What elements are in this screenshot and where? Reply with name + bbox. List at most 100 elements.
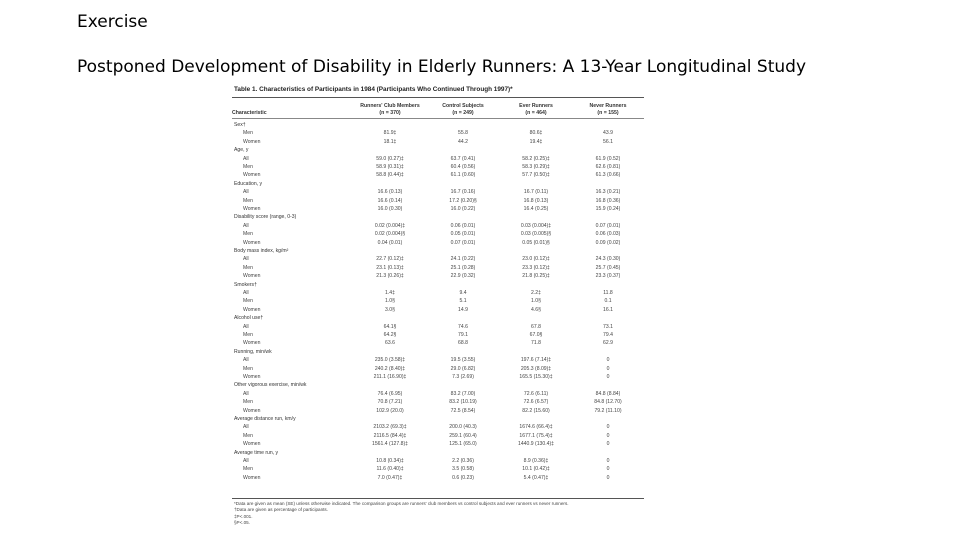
row-label: Men bbox=[243, 164, 253, 170]
column-header-ever-runners: Ever Runners (n = 464) bbox=[519, 103, 553, 116]
table-cell: 25.1 (0.28) bbox=[450, 264, 476, 271]
table-cell: 211.1 (16.90)‡ bbox=[373, 374, 407, 380]
row-label: Disability score (range, 0-3) bbox=[234, 214, 297, 221]
table-cell: 72.5 (8.54) bbox=[450, 407, 476, 414]
table-cell: 3.0§ bbox=[385, 306, 395, 313]
table-cell: 1674.6 (66.4)‡ bbox=[519, 424, 553, 431]
table-cell: 59.0 (0.27)‡ bbox=[376, 155, 404, 162]
table-cell: 0.02 (0.004)§ bbox=[374, 231, 406, 238]
table-cell: 5.4 (0.47)‡ bbox=[523, 474, 549, 481]
table-cell: 70.8 (7.21) bbox=[377, 399, 403, 406]
footnote: †Data are given as percentage of partici… bbox=[234, 507, 328, 513]
table-row: All 59.0 (0.27)‡ 63.7 (0.41) 58.2 (0.25)‡ 61… bbox=[232, 155, 644, 163]
row-label: Men bbox=[243, 231, 253, 238]
row-label: Men bbox=[243, 399, 253, 406]
table-cell: 0 bbox=[606, 474, 610, 481]
table-cell: 0.6 (0.23) bbox=[452, 474, 474, 481]
table-cell: 0 bbox=[606, 466, 610, 473]
table-cell: 0.1 bbox=[604, 298, 612, 305]
table-row: Women 58.8 (0.44)‡ 61.1 (0.60) 57.7 (0.50)‡… bbox=[232, 171, 644, 179]
table-group-row: Education, y bbox=[232, 180, 644, 188]
table-cell: 2103.2 (69.3)‡ bbox=[373, 424, 407, 431]
table-cell: 0.07 (0.01) bbox=[595, 222, 621, 229]
table-cell: 67.0§ bbox=[529, 332, 543, 338]
table-cell: 55.8 bbox=[458, 130, 468, 137]
table-cell: 79.2 (11.10) bbox=[594, 407, 622, 414]
table-row: Men 2116.5 (84.4)‡ 259.1 (60.4) 1677.1 (75.… bbox=[232, 432, 644, 440]
table-row: Men 64.2§ 79.1 67.0§ 79.4 bbox=[232, 331, 644, 339]
table-cell: 2.2 (0.36) bbox=[452, 458, 474, 464]
table-cell: 58.9 (0.31)‡ bbox=[376, 164, 404, 170]
table-cell: 0.06 (0.03) bbox=[595, 231, 621, 238]
table-group-row: Alcohol use† bbox=[232, 314, 644, 322]
slide-title: Postponed Development of Disability in E… bbox=[77, 57, 806, 77]
table-group-row: Running, min/wk bbox=[232, 348, 644, 356]
row-label: Running, min/wk bbox=[234, 348, 272, 355]
table-cell: 125.1 (65.0) bbox=[449, 441, 477, 448]
table-cell: 16.3 (0.21) bbox=[595, 189, 621, 196]
table-group-row: Average distance run, km/y bbox=[232, 415, 644, 423]
table-cell: 102.9 (20.0) bbox=[376, 407, 404, 414]
table-group-row: Average time run, y bbox=[232, 449, 644, 457]
table-cell: 44.2 bbox=[458, 138, 468, 145]
table-cell: 0 bbox=[606, 441, 610, 448]
row-label: Women bbox=[243, 206, 261, 212]
table-cell: 205.3 (8.09)‡ bbox=[520, 365, 552, 372]
table-cell: 21.8 (0.25)‡ bbox=[522, 273, 550, 280]
table-cell: 16.0 (0.30) bbox=[377, 206, 403, 212]
table-cell: 1.0§ bbox=[531, 298, 541, 305]
table-cell: 0.03 (0.004)‡ bbox=[520, 222, 552, 229]
row-label: Women bbox=[243, 340, 261, 347]
table-cell: 21.3 (0.26)‡ bbox=[376, 273, 404, 280]
column-header-never-runners: Never Runners (n = 155) bbox=[589, 103, 627, 116]
row-label: Men bbox=[243, 298, 253, 305]
table-cell: 15.9 (0.24) bbox=[595, 206, 621, 212]
table-row: Women 21.3 (0.26)‡ 22.9 (0.32) 21.8 (0.25)‡… bbox=[232, 272, 644, 280]
table-cell: 0.05 (0.01) bbox=[450, 231, 476, 238]
table-cell: 1561.4 (127.8)‡ bbox=[372, 441, 408, 448]
table-cell: 16.6 (0.13) bbox=[377, 189, 403, 196]
table-cell: 11.6 (0.40)‡ bbox=[376, 466, 404, 473]
table-row: Women 18.1‡ 44.2 19.4‡ 56.1 bbox=[232, 138, 644, 146]
table-cell: 23.1 (0.13)‡ bbox=[376, 264, 404, 271]
table-cell: 1677.1 (75.4)‡ bbox=[519, 432, 553, 439]
table-cell: 62.9 bbox=[603, 340, 613, 347]
table-cell: 17.2 (0.20)§ bbox=[449, 197, 477, 204]
table-cell: 64.2§ bbox=[383, 332, 397, 338]
row-label: Women bbox=[243, 306, 261, 313]
table-row: All 16.6 (0.13) 16.7 (0.16) 16.7 (0.11) 16.3… bbox=[232, 188, 644, 196]
table-cell: 4.6§ bbox=[531, 306, 541, 313]
table-cell: 58.2 (0.25)‡ bbox=[522, 155, 550, 162]
row-label: All bbox=[243, 189, 249, 196]
table-cell: 83.2 (7.00) bbox=[450, 390, 476, 397]
row-label: All bbox=[243, 458, 249, 464]
table-cell: 0.07 (0.01) bbox=[450, 239, 476, 246]
table-row: Women 1561.4 (127.8)‡ 125.1 (65.0) 1440.9 (… bbox=[232, 440, 644, 448]
table-cell: 72.6 (6.11) bbox=[523, 390, 549, 397]
table-cell: 16.4 (0.25) bbox=[523, 206, 549, 212]
table-group-row: Disability score (range, 0-3) bbox=[232, 213, 644, 221]
table-cell: 72.6 (6.57) bbox=[523, 399, 549, 406]
table-cell: 23.3 (0.12)‡ bbox=[522, 264, 550, 271]
table-header-rule bbox=[232, 118, 644, 119]
table-cell: 3.5 (0.58) bbox=[452, 466, 474, 473]
row-label: Men bbox=[243, 365, 253, 372]
row-label: Average distance run, km/y bbox=[234, 416, 296, 422]
table-cell: 81.9‡ bbox=[383, 130, 397, 137]
table-cell: 68.8 bbox=[458, 340, 468, 347]
table-cell: 74.6 bbox=[458, 323, 468, 330]
table-cell: 1.4‡ bbox=[385, 290, 395, 296]
table-cell: 0.02 (0.004)‡ bbox=[374, 222, 406, 229]
table-cell: 80.6‡ bbox=[529, 130, 543, 137]
table-cell: 22.7 (0.12)‡ bbox=[376, 256, 404, 263]
table-cell: 67.8 bbox=[531, 323, 541, 330]
table-cell: 0 bbox=[606, 374, 610, 380]
row-label: All bbox=[243, 256, 249, 263]
table-cell: 62.6 (0.81) bbox=[595, 164, 621, 170]
row-label: Age, y bbox=[234, 147, 249, 154]
table-cell: 73.1 bbox=[603, 323, 613, 330]
table-cell: 0 bbox=[606, 458, 610, 464]
table-cell: 14.9 bbox=[458, 306, 468, 313]
table-cell: 11.8 bbox=[603, 290, 613, 296]
row-label: Women bbox=[243, 172, 261, 179]
